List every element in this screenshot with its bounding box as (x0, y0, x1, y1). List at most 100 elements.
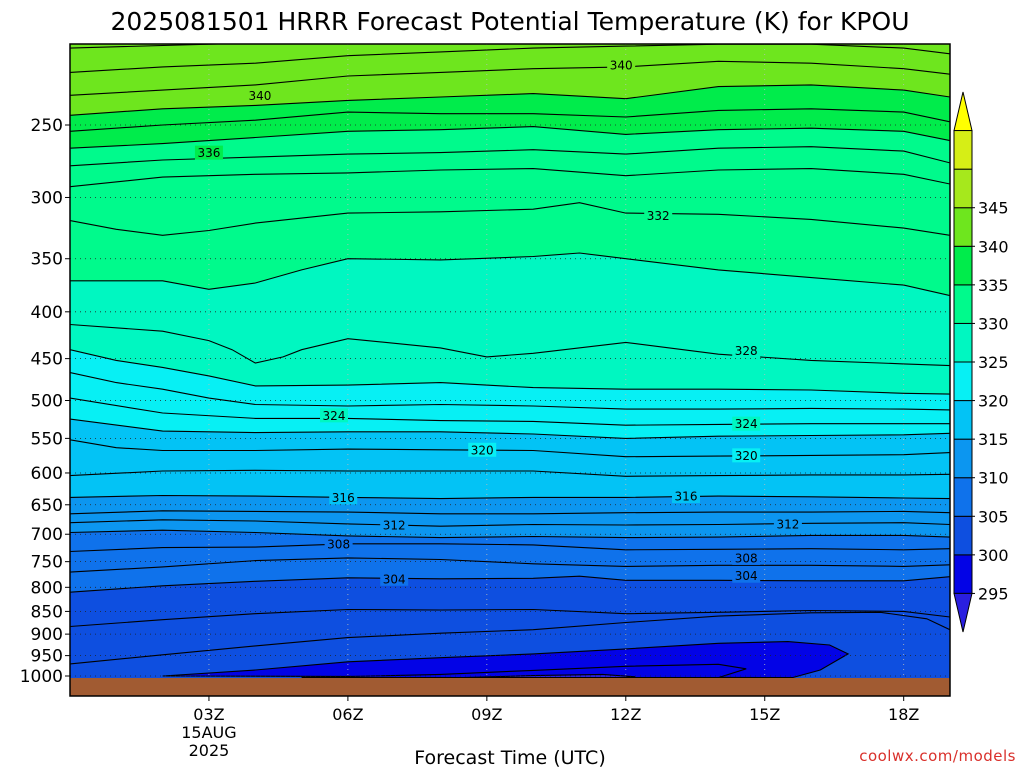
ground-surface (70, 678, 950, 696)
contour-line-324 (70, 397, 950, 426)
x-tick-label-18Z: 18Z (888, 705, 919, 724)
contour-label-316: 316 (675, 490, 698, 504)
colorbar-swatch (953, 554, 973, 594)
contour-label-group: 316 (329, 490, 358, 505)
x-axis-title: Forecast Time (UTC) (414, 747, 605, 768)
colorbar-swatch (953, 284, 973, 324)
contour-label-312: 312 (383, 519, 406, 533)
contour-label-340: 340 (610, 59, 633, 73)
contour-label-bg (324, 536, 353, 551)
chart-title: 2025081501 HRRR Forecast Potential Tempe… (111, 7, 910, 36)
x-tick-label-12Z: 12Z (610, 705, 641, 724)
y-tick-label-500: 500 (31, 392, 63, 412)
contour-label-bg (773, 516, 802, 531)
plot-frame (69, 43, 951, 697)
theta-core (463, 673, 636, 679)
contour-label-308: 308 (327, 537, 350, 551)
contour-label-group: 312 (773, 516, 802, 531)
contour-label-320: 320 (471, 443, 494, 457)
colorbar-swatch (953, 130, 973, 170)
colorbar-swatch (953, 245, 973, 286)
y-tick-label-250: 250 (31, 116, 63, 136)
contour-label-group: 304 (380, 571, 409, 586)
contour-label-bg (732, 448, 761, 463)
contour-label-bg (468, 442, 497, 457)
contour-label-304: 304 (735, 569, 758, 583)
y-tick-label-850: 850 (31, 602, 63, 622)
contour-label-324: 324 (735, 417, 758, 431)
contour-line-304 (70, 608, 950, 628)
contour-line-336 (70, 146, 950, 167)
colorbar-label-345: 345 (978, 199, 1009, 218)
colorbar-swatch (953, 438, 973, 479)
colorbar-swatch (953, 400, 973, 440)
site-credit: coolwx.com/models (859, 747, 1016, 765)
colorbar-label-335: 335 (978, 276, 1009, 295)
contour-label-bg (380, 518, 409, 533)
contour-line-332 (70, 168, 950, 188)
colorbar-label-320: 320 (978, 392, 1009, 411)
contour-label-group: 304 (732, 568, 761, 583)
contour-label-324: 324 (323, 409, 346, 423)
colorbar-label-330: 330 (978, 314, 1009, 333)
contour-line-320 (70, 469, 950, 477)
contour-label-group: 340 (245, 88, 274, 103)
contour-label-group: 324 (320, 408, 348, 423)
y-tick-label-350: 350 (31, 250, 63, 270)
contour-label-bg (380, 571, 409, 586)
colorbar-label-305: 305 (978, 507, 1009, 526)
contour-label-328: 328 (735, 344, 758, 358)
contour-line-304 (70, 575, 950, 593)
contour-label-bg (732, 568, 761, 583)
contour-line-340 (70, 44, 950, 73)
contour-line-328 (70, 323, 950, 367)
contour-label-group: 324 (732, 416, 761, 431)
contour-line-340 (70, 108, 950, 132)
colorbar-label-310: 310 (978, 469, 1009, 488)
contour-line-328 (70, 349, 950, 395)
contour-line-308 (70, 557, 950, 573)
contour-label-bg (607, 58, 636, 73)
colorbar-bottom-arrow (953, 592, 973, 633)
y-tick-label-300: 300 (31, 188, 63, 208)
contour-line-332 (70, 202, 950, 236)
contour-label-group: 316 (672, 489, 700, 504)
contour-label-bg (245, 88, 274, 103)
colorbar-swatch (953, 361, 973, 402)
contour-label-bg (320, 408, 348, 423)
y-tick-label-550: 550 (31, 429, 63, 449)
x-tick-label-09Z: 09Z (471, 705, 502, 724)
contour-label-bg (732, 343, 761, 358)
colorbar-swatch (953, 515, 973, 556)
contour-line-316 (70, 494, 950, 500)
x-year-label: 2025 (189, 741, 230, 760)
contour-label-332: 332 (647, 209, 670, 223)
contour-line-340 (70, 84, 950, 116)
pressure-axis: 250 300 350 400 450 500 550 600 650 700 750 800 850 9… (20, 116, 70, 687)
contour-label-316: 316 (332, 491, 355, 505)
y-tick-label-1000: 1000 (20, 667, 63, 687)
contour-line-308 (70, 543, 950, 553)
contour-line-324 (70, 371, 950, 411)
contour-line-312 (70, 529, 950, 539)
contour-labels: 340 340 336 332 328 324 324 320 320 316 316 312 312 3… (194, 58, 802, 586)
y-tick-label-600: 600 (31, 464, 63, 484)
contour-label-340: 340 (248, 89, 271, 103)
contour-label-304: 304 (383, 572, 406, 586)
colorbar-label-315: 315 (978, 430, 1009, 449)
contour-label-312: 312 (776, 517, 799, 531)
contour-label-320: 320 (735, 449, 758, 463)
contour-line-316 (70, 510, 950, 515)
theta-filled-contours (70, 44, 950, 696)
contour-label-group: 308 (324, 536, 353, 551)
contour-line-312 (70, 519, 950, 527)
contour-label-bg (329, 490, 358, 505)
y-tick-label-950: 950 (31, 647, 63, 667)
colorbar: 295 300 305 310 315 320 325 330 335 340 345 (953, 91, 1009, 633)
y-tick-label-700: 700 (31, 525, 63, 545)
theta-contour-lines (70, 44, 950, 665)
contour-label-group: 312 (380, 518, 409, 533)
contour-label-group: 328 (732, 343, 761, 358)
contour-line-336 (70, 126, 950, 149)
contour-label-group: 320 (468, 442, 497, 457)
